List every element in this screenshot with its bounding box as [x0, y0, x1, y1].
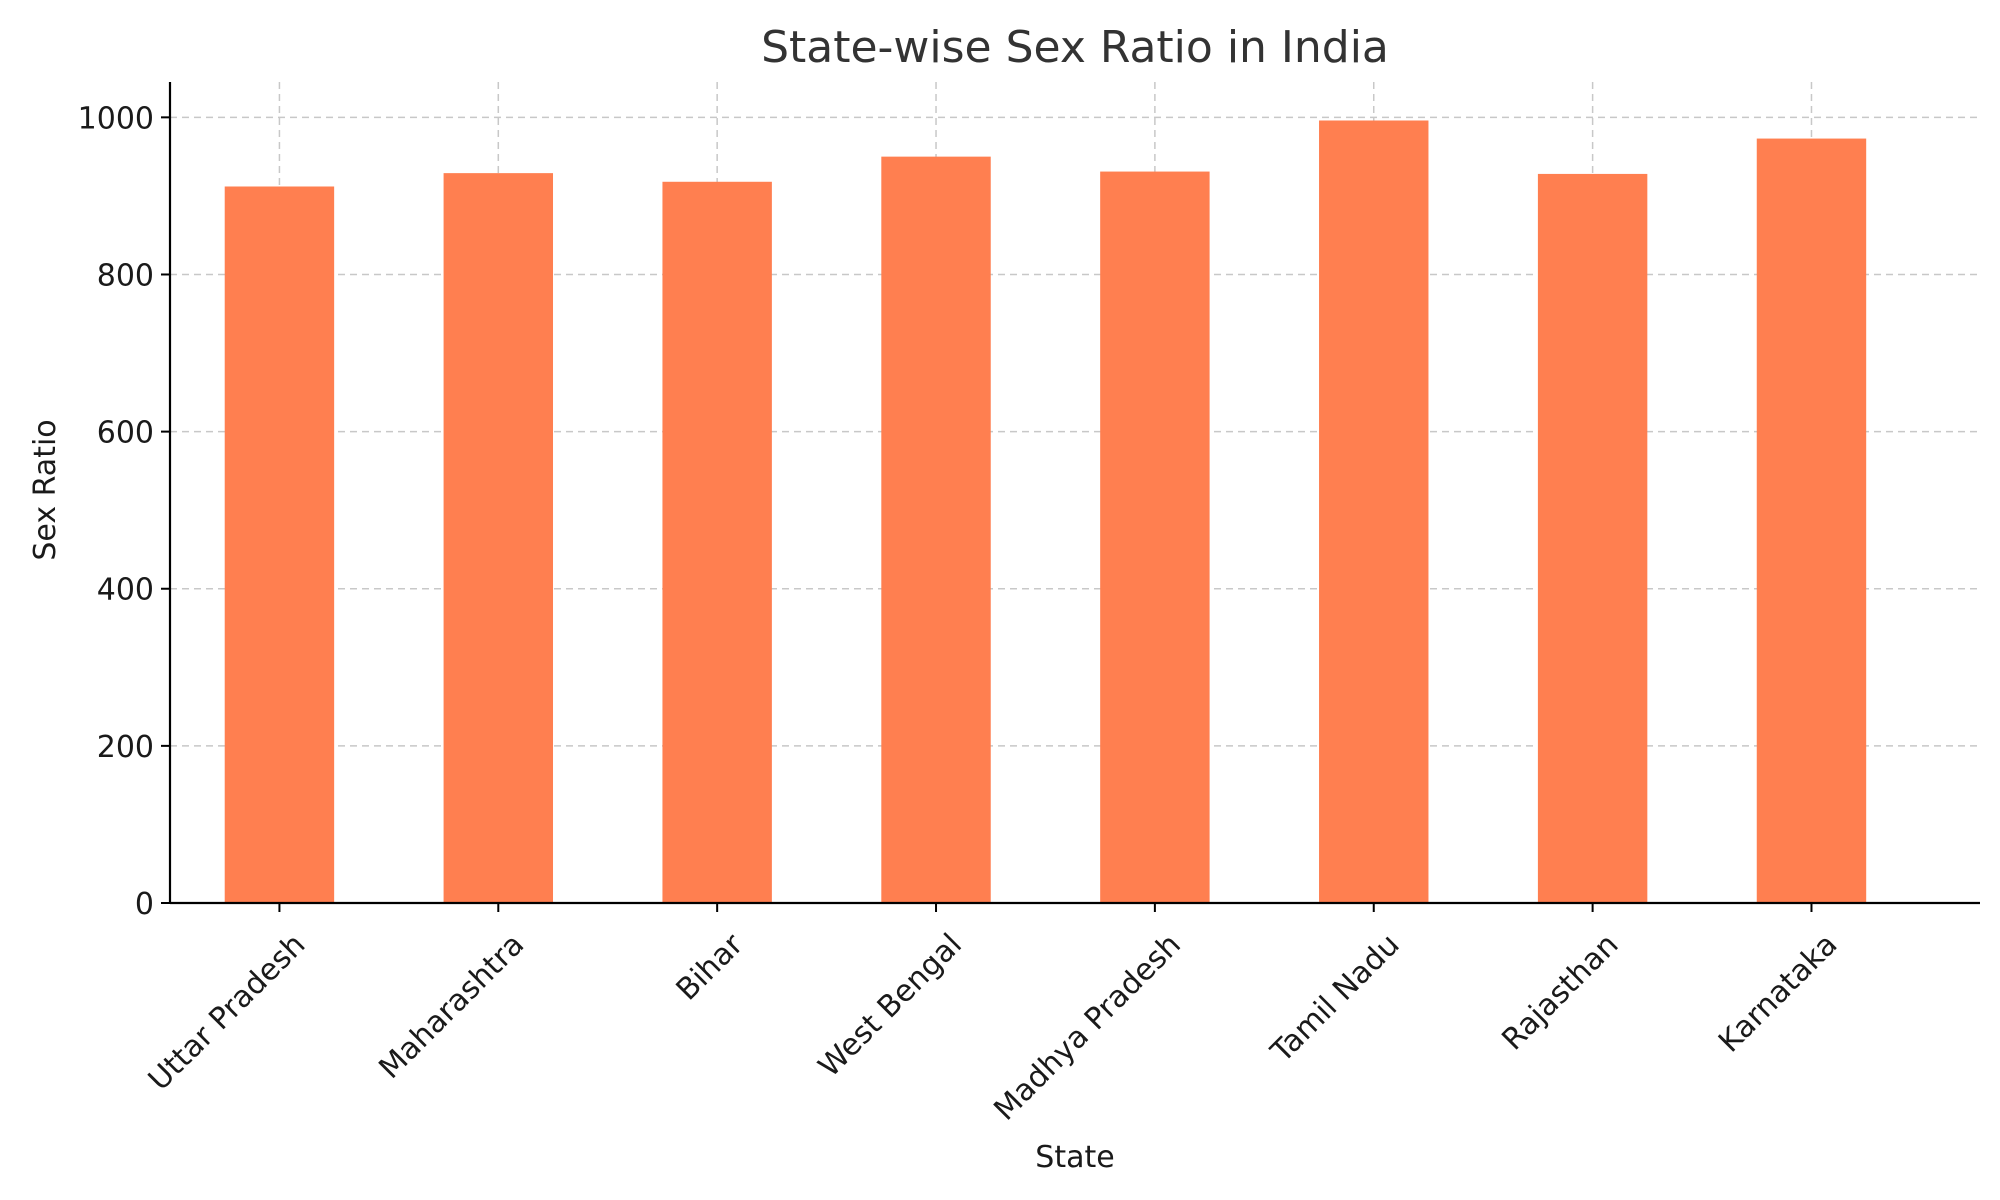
- x-tick-label: Maharashtra: [372, 927, 531, 1086]
- chart-title: State-wise Sex Ratio in India: [761, 22, 1389, 73]
- bar-karnataka: [1756, 138, 1867, 903]
- x-axis-label: State: [1035, 1140, 1114, 1175]
- grid-layer: [170, 82, 1980, 903]
- bar-madhya-pradesh: [1100, 171, 1210, 904]
- x-tick-label: Bihar: [670, 927, 751, 1008]
- x-tick-label: Karnataka: [1712, 927, 1844, 1059]
- bar-uttar-pradesh: [224, 186, 335, 903]
- y-tick-label: 800: [97, 258, 154, 293]
- x-tick-label: Uttar Pradesh: [142, 927, 313, 1098]
- y-tick-label: 200: [97, 730, 154, 765]
- x-tick-label: Tamil Nadu: [1264, 927, 1407, 1070]
- bar-rajasthan: [1537, 173, 1648, 903]
- y-axis-label: Sex Ratio: [28, 419, 63, 560]
- bar-bihar: [662, 181, 772, 903]
- bar-layer: [224, 120, 1867, 904]
- bar-tamil-nadu: [1319, 120, 1429, 904]
- y-tick-label: 0: [135, 887, 154, 922]
- bar-west-bengal: [881, 156, 991, 904]
- axis-layer: 0 200 400 600 800 1000 Uttar Pradesh Maharashtr…: [78, 82, 1980, 1128]
- x-tick-label: Rajasthan: [1495, 927, 1625, 1057]
- x-tick-label: West Bengal: [812, 927, 969, 1084]
- y-tick-label: 400: [97, 573, 154, 608]
- bar-maharashtra: [443, 173, 554, 903]
- y-tick-label: 600: [97, 416, 154, 451]
- y-tick-label: 1000: [78, 101, 154, 136]
- x-tick-label: Madhya Pradesh: [987, 927, 1187, 1127]
